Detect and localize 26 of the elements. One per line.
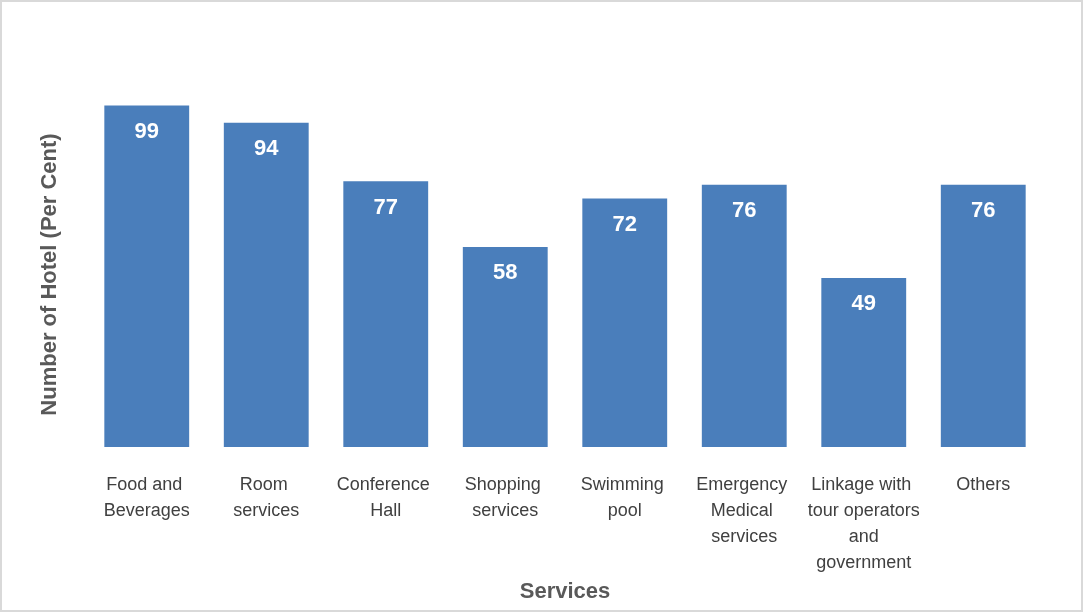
x-tick-label: Linkage with tour operators and government: [807, 474, 920, 572]
bar: [940, 184, 1026, 447]
x-axis-title: Services: [519, 578, 611, 604]
bar: [582, 198, 668, 447]
bar: [701, 184, 787, 447]
bar: [462, 246, 548, 447]
x-tick-label: Emergency Medical services: [696, 474, 793, 546]
data-label: 72: [612, 211, 637, 237]
data-label: 58: [493, 259, 518, 285]
x-tick-label: Conference Hall: [336, 474, 435, 520]
data-label: 49: [851, 290, 876, 316]
x-tick-label: Swimming pool: [580, 474, 669, 520]
bar: [223, 122, 309, 447]
data-label: 76: [732, 197, 757, 223]
x-tick-label: Others: [956, 474, 1011, 494]
bar: [104, 105, 190, 447]
data-label: 77: [373, 193, 398, 219]
y-axis-title: Number of Hotel (Per Cent): [35, 133, 61, 416]
data-label: 76: [971, 197, 996, 223]
bar: [821, 277, 907, 447]
x-tick-label: Food and Beverages: [103, 474, 190, 520]
x-tick-label: Shopping services: [464, 474, 546, 520]
x-tick-label: Room services: [233, 474, 300, 520]
bar: [343, 181, 429, 447]
data-label: 99: [134, 117, 159, 143]
data-label: 94: [254, 135, 280, 161]
